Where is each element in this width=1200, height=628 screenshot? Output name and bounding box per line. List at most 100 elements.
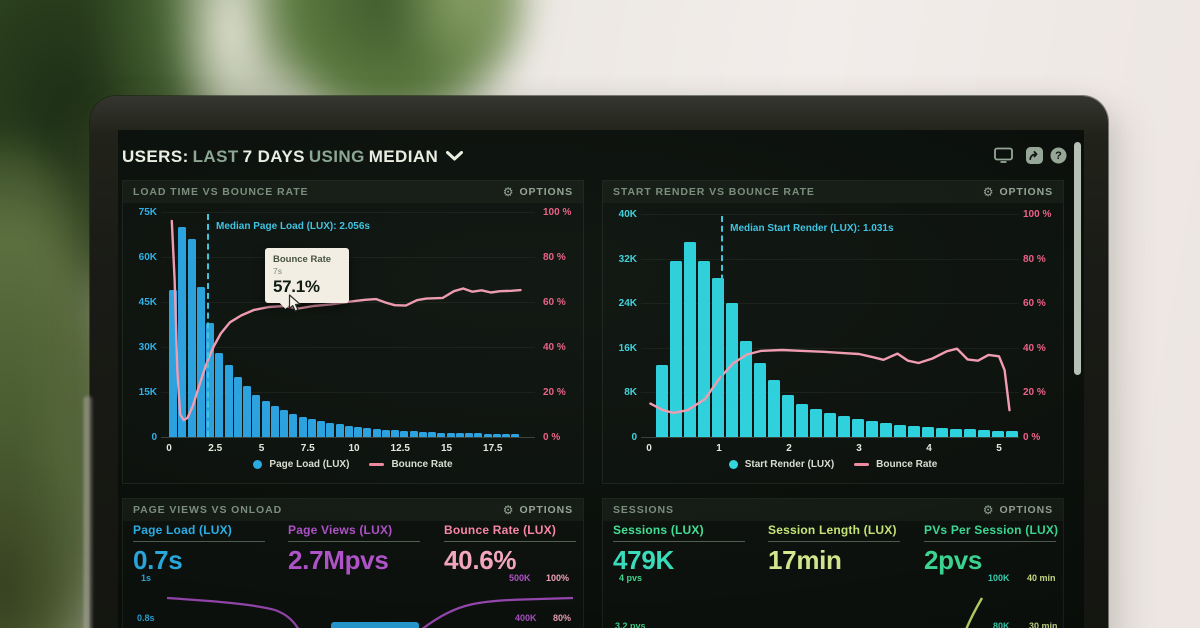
histogram-bar[interactable] (796, 403, 808, 437)
histogram-bar[interactable] (824, 413, 836, 437)
histogram-bar[interactable] (354, 427, 362, 437)
histogram-bar[interactable] (317, 421, 325, 437)
histogram-bar[interactable] (233, 377, 242, 437)
histogram-bar[interactable] (465, 433, 473, 437)
histogram-bar[interactable] (280, 410, 288, 437)
histogram-bar[interactable] (838, 416, 850, 437)
legend-dot-icon (728, 460, 738, 469)
histogram-bar[interactable] (768, 380, 780, 437)
dashboard-title[interactable]: USERS: LAST 7 DAYS USING MEDIAN (122, 146, 467, 167)
metric-value: 2.7Mpvs (288, 545, 389, 575)
histogram-bar[interactable] (492, 433, 501, 437)
histogram-bar[interactable] (428, 432, 436, 437)
metric-sessions[interactable]: Sessions (LUX) 479K (613, 523, 755, 576)
metric-page-load[interactable]: Page Load (LUX) 0.7s (133, 523, 275, 576)
histogram-bar[interactable] (922, 426, 934, 437)
options-button[interactable]: ⚙ OPTIONS (502, 185, 573, 199)
mini-chart-pageviews[interactable] (123, 586, 584, 628)
histogram-bar[interactable] (964, 429, 976, 437)
x-axis-tick-label: 3 (856, 443, 862, 454)
panel-start-render-vs-bounce-rate: START RENDER VS BOUNCE RATE ⚙ OPTIONS 40K… (602, 180, 1064, 484)
histogram-bar[interactable] (206, 323, 214, 437)
grid-line (641, 303, 1019, 305)
histogram-bar[interactable] (391, 430, 399, 437)
histogram-bar[interactable] (880, 423, 892, 437)
histogram-bar[interactable] (381, 429, 390, 437)
histogram-bar[interactable] (261, 401, 270, 437)
histogram-bar[interactable] (894, 424, 906, 437)
histogram-bar[interactable] (754, 362, 766, 437)
metric-page-views[interactable]: Page Views (LUX) 2.7Mpvs (288, 523, 430, 576)
histogram-bar[interactable] (978, 430, 990, 437)
histogram-bar[interactable] (936, 428, 948, 437)
histogram-bar[interactable] (400, 430, 409, 437)
histogram-bar[interactable] (670, 261, 682, 437)
histogram-bar[interactable] (437, 432, 446, 437)
y-axis-tick-label: 100 % (543, 207, 572, 218)
histogram-bar[interactable] (502, 433, 510, 437)
histogram-bar[interactable] (726, 303, 738, 437)
histogram-bar[interactable] (372, 428, 381, 437)
histogram-bar[interactable] (782, 395, 794, 437)
histogram-bar[interactable] (908, 425, 920, 437)
mouse-cursor-icon (288, 294, 303, 318)
histogram-bar[interactable] (335, 424, 344, 437)
scrollbar-thumb[interactable] (1074, 142, 1081, 375)
legend-bounce-rate[interactable]: Bounce Rate (854, 459, 937, 470)
start-render-histogram[interactable]: Median Start Render (LUX): 1.031s 0 1 2 3 4 5 (641, 214, 1019, 454)
histogram-bar[interactable] (344, 425, 353, 437)
legend-start-render[interactable]: Start Render (LUX) (728, 459, 834, 470)
metric-session-length[interactable]: Session Length (LUX) 17min (768, 523, 910, 576)
histogram-bar[interactable] (252, 395, 261, 437)
histogram-bar[interactable] (187, 239, 196, 437)
histogram-bar[interactable] (446, 432, 455, 437)
histogram-bar[interactable] (289, 413, 298, 437)
histogram-bar[interactable] (326, 422, 335, 437)
mini-axis-label: 500K (509, 573, 531, 583)
histogram-bar[interactable] (178, 227, 187, 437)
histogram-bar[interactable] (474, 433, 483, 437)
histogram-bar[interactable] (950, 428, 962, 437)
grid-line (641, 347, 1019, 349)
options-button[interactable]: ⚙ OPTIONS (982, 185, 1053, 199)
options-button[interactable]: ⚙ OPTIONS (502, 503, 573, 517)
load-time-histogram[interactable]: Median Page Load (LUX): 2.056s 0 2.5 5 7.5 10… (161, 212, 535, 454)
histogram-bar[interactable] (866, 421, 878, 437)
legend-bounce-rate[interactable]: Bounce Rate (369, 459, 453, 470)
histogram-bar[interactable] (656, 364, 668, 437)
histogram-bar[interactable] (307, 419, 316, 437)
mini-axis-label: 100% (546, 573, 570, 583)
chevron-down-icon[interactable] (446, 146, 464, 166)
histogram-bar[interactable] (224, 365, 233, 437)
histogram-bar[interactable] (363, 428, 372, 437)
histogram-bar[interactable] (684, 241, 696, 437)
histogram-bar[interactable] (455, 433, 464, 437)
histogram-bar[interactable] (1006, 431, 1018, 437)
y-axis-tick-label: 0 % (1023, 432, 1041, 443)
histogram-bar[interactable] (698, 261, 710, 437)
histogram-bar[interactable] (169, 290, 177, 437)
histogram-bar[interactable] (740, 340, 752, 437)
histogram-bar[interactable] (243, 386, 251, 437)
histogram-bar[interactable] (483, 433, 492, 437)
display-icon[interactable] (994, 147, 1013, 168)
histogram-bar[interactable] (810, 409, 822, 437)
histogram-bar[interactable] (511, 434, 520, 437)
histogram-bar[interactable] (298, 416, 307, 437)
histogram-bar[interactable] (196, 287, 205, 437)
legend-page-load[interactable]: Page Load (LUX) (253, 459, 349, 470)
histogram-bar[interactable] (852, 419, 864, 437)
histogram-bar[interactable] (215, 353, 224, 437)
metric-bounce-rate[interactable]: Bounce Rate (LUX) 40.6% (444, 523, 583, 576)
share-icon[interactable] (1026, 147, 1043, 169)
metric-pvs-per-session[interactable]: PVs Per Session (LUX) 2pvs (924, 523, 1063, 576)
mini-chart-sessions[interactable] (603, 586, 1064, 628)
histogram-bar[interactable] (418, 431, 427, 437)
histogram-bar[interactable] (712, 278, 724, 437)
divider (444, 541, 576, 542)
help-icon[interactable]: ? (1050, 147, 1067, 169)
histogram-bar[interactable] (409, 431, 418, 437)
options-button[interactable]: ⚙ OPTIONS (982, 503, 1053, 517)
histogram-bar[interactable] (270, 406, 279, 437)
histogram-bar[interactable] (992, 430, 1004, 437)
